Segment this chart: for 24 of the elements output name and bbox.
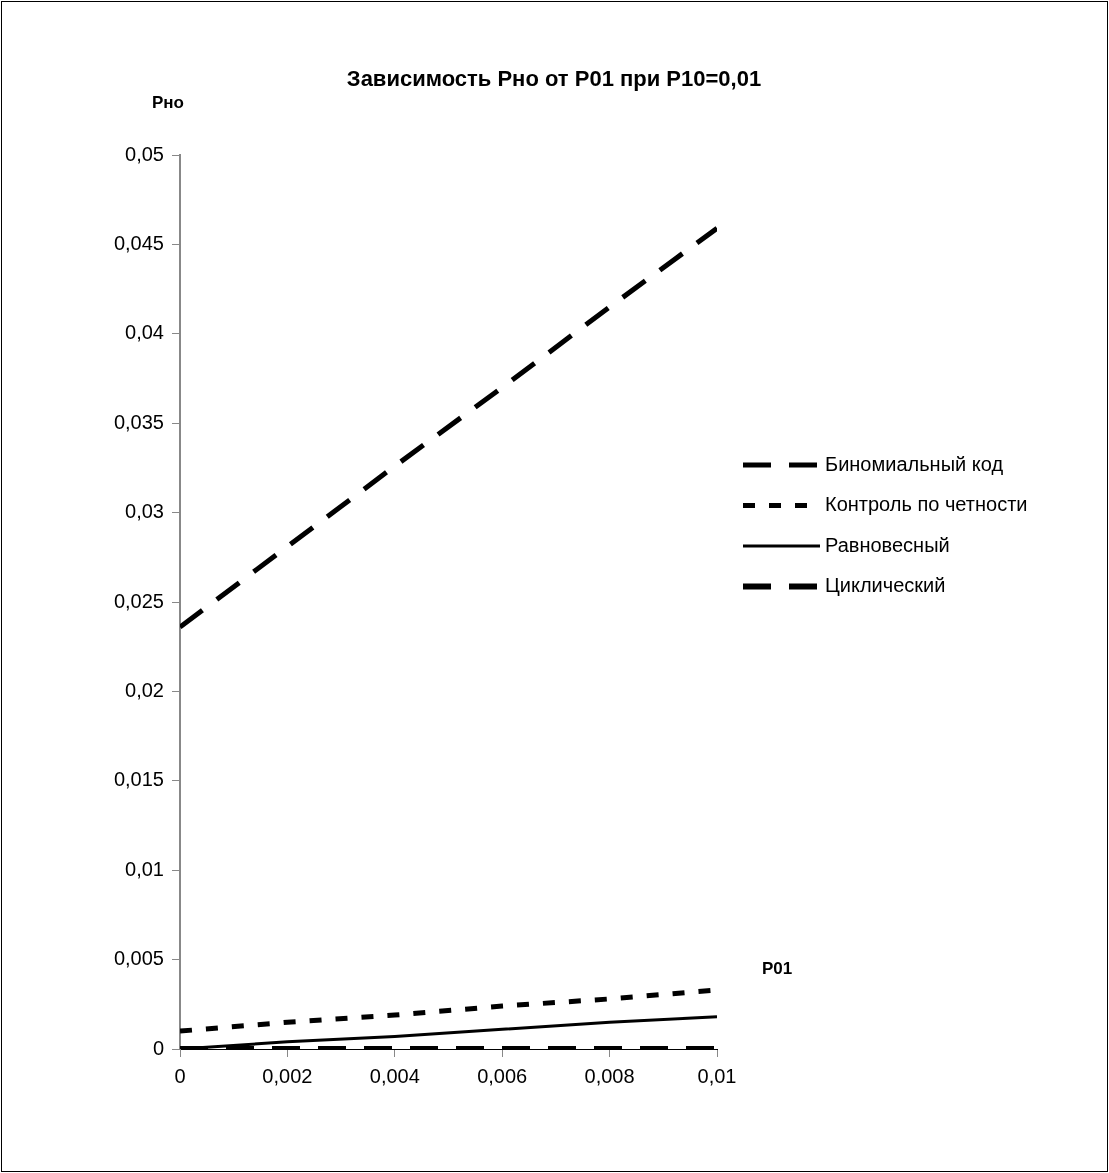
legend-label: Биномиальный код (825, 452, 1004, 475)
y-tick-label: 0,015 (113, 768, 164, 791)
x-tick-label: 0,002 (262, 1064, 313, 1087)
y-tick-label: 0,025 (113, 589, 164, 612)
x-tick-label: 0,01 (697, 1064, 737, 1087)
legend-label: Контроль по четности (825, 493, 1028, 516)
y-tick-label: 0,02 (125, 678, 164, 701)
legend-label: Циклический (825, 574, 946, 597)
x-tick-label: 0,006 (477, 1064, 528, 1087)
x-tick-label: 0 (174, 1064, 186, 1087)
y-tick-label: 0 (152, 1036, 164, 1059)
y-axis-title: Рно (152, 92, 184, 112)
y-tick-label: 0,04 (125, 321, 164, 344)
y-tick-label: 0,01 (125, 857, 164, 880)
y-tick-label: 0,035 (113, 410, 164, 433)
x-tick-label: 0,004 (369, 1064, 420, 1087)
x-tick-label: 0,008 (584, 1064, 635, 1087)
y-tick-label: 0,045 (113, 231, 164, 254)
y-tick-label: 0,03 (125, 500, 164, 523)
legend-label: Равновесный (825, 533, 950, 556)
y-tick-label: 0,005 (113, 947, 164, 970)
chart-title: Зависимость Рно от Р01 при Р10=0,01 (346, 66, 762, 92)
y-tick-label: 0,05 (125, 142, 164, 165)
x-axis-title: Р01 (762, 958, 793, 978)
